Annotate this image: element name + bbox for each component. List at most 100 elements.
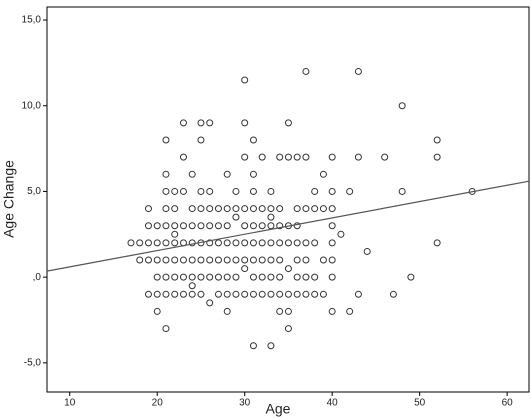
point — [328, 222, 336, 230]
point — [249, 256, 257, 264]
point — [241, 119, 249, 127]
point — [188, 273, 196, 281]
point — [258, 205, 266, 213]
point — [171, 256, 179, 264]
point — [258, 256, 266, 264]
y-tick-label: 15,0 — [22, 15, 42, 26]
point — [249, 222, 257, 230]
point — [302, 239, 310, 247]
point — [258, 153, 266, 161]
point — [241, 290, 249, 298]
x-tick-label: 30 — [239, 398, 251, 409]
point — [214, 273, 222, 281]
point — [232, 290, 240, 298]
point — [346, 307, 354, 315]
point — [284, 325, 292, 333]
point — [188, 256, 196, 264]
point — [407, 273, 415, 281]
point — [267, 273, 275, 281]
point — [153, 307, 161, 315]
point — [319, 290, 327, 298]
point — [214, 222, 222, 230]
point — [328, 187, 336, 195]
point — [197, 290, 205, 298]
point — [241, 205, 249, 213]
point — [188, 239, 196, 247]
point — [276, 256, 284, 264]
point — [223, 205, 231, 213]
point — [232, 256, 240, 264]
point — [162, 273, 170, 281]
point — [232, 205, 240, 213]
point — [179, 222, 187, 230]
point — [197, 256, 205, 264]
point — [188, 290, 196, 298]
point — [267, 239, 275, 247]
point — [398, 187, 406, 195]
point — [206, 239, 214, 247]
point — [153, 273, 161, 281]
point — [171, 222, 179, 230]
point — [171, 290, 179, 298]
point — [206, 119, 214, 127]
point — [171, 273, 179, 281]
point — [232, 239, 240, 247]
point — [284, 265, 292, 273]
point — [223, 170, 231, 178]
point — [258, 290, 266, 298]
point — [276, 290, 284, 298]
point — [241, 222, 249, 230]
point — [276, 153, 284, 161]
point — [258, 222, 266, 230]
point — [328, 153, 336, 161]
point — [249, 239, 257, 247]
point — [214, 256, 222, 264]
y-tick-label: -5,0 — [24, 357, 42, 368]
y-tick-label: ,0 — [33, 272, 42, 283]
point — [197, 222, 205, 230]
point — [328, 307, 336, 315]
point — [136, 239, 144, 247]
point — [223, 290, 231, 298]
point — [311, 205, 319, 213]
point — [214, 239, 222, 247]
point — [276, 307, 284, 315]
point — [179, 187, 187, 195]
point — [293, 239, 301, 247]
point — [267, 222, 275, 230]
point — [171, 239, 179, 247]
point — [354, 67, 362, 75]
y-axis-label: Age Change — [1, 160, 17, 238]
point — [232, 187, 240, 195]
point — [276, 273, 284, 281]
point — [249, 136, 257, 144]
point — [302, 273, 310, 281]
point — [328, 239, 336, 247]
point — [276, 222, 284, 230]
point — [276, 205, 284, 213]
point — [179, 256, 187, 264]
point — [223, 256, 231, 264]
point — [249, 273, 257, 281]
point — [162, 222, 170, 230]
point — [302, 290, 310, 298]
point — [302, 256, 310, 264]
point — [179, 119, 187, 127]
point — [267, 290, 275, 298]
point — [398, 102, 406, 110]
point — [162, 187, 170, 195]
point — [241, 239, 249, 247]
point — [249, 290, 257, 298]
point — [144, 222, 152, 230]
point — [346, 187, 354, 195]
point — [276, 239, 284, 247]
point — [197, 119, 205, 127]
point — [197, 273, 205, 281]
point — [293, 273, 301, 281]
point — [249, 342, 257, 350]
point — [206, 205, 214, 213]
point — [206, 256, 214, 264]
point — [188, 170, 196, 178]
point — [206, 273, 214, 281]
